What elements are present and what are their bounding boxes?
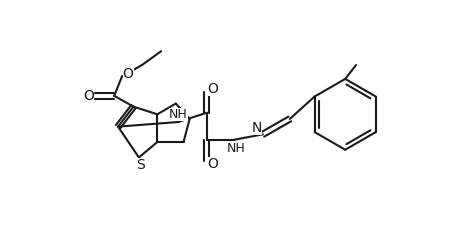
Text: S: S (136, 158, 145, 172)
Text: N: N (252, 121, 262, 135)
Text: NH: NH (169, 108, 188, 121)
Text: O: O (123, 66, 134, 80)
Text: O: O (207, 157, 218, 171)
Text: NH: NH (226, 143, 245, 155)
Text: O: O (207, 82, 218, 96)
Text: O: O (83, 89, 94, 103)
